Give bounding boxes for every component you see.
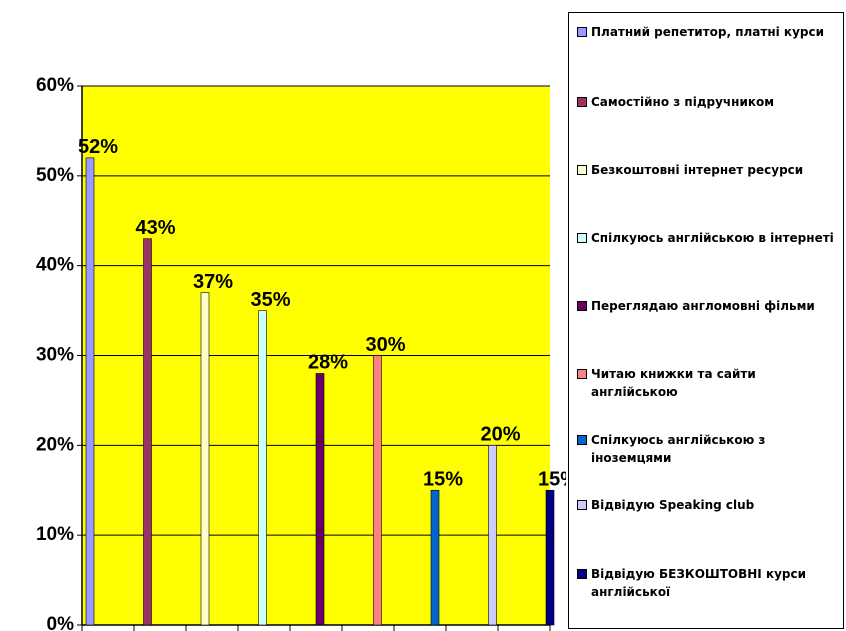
value-label: 20%	[480, 424, 520, 446]
bar	[258, 310, 267, 626]
legend-item: Читаю книжки та сайти англійською	[577, 365, 839, 401]
legend-label: Відвідую Speaking club	[591, 498, 755, 512]
legend-label: Платний репетитор, платні курси	[591, 25, 825, 39]
legend-swatch	[577, 369, 587, 379]
legend-item: Безкоштовні інтернет ресурси	[577, 161, 839, 179]
legend-label: Самостійно з підручником	[591, 95, 775, 109]
bar	[488, 445, 497, 626]
bar	[430, 489, 440, 626]
value-label: 15%	[538, 469, 566, 491]
legend-swatch	[577, 500, 587, 510]
value-label: 28%	[308, 352, 348, 374]
legend-label: Спілкуюсь англійською в інтернеті	[591, 231, 834, 245]
value-label: 30%	[365, 334, 405, 356]
value-label: 37%	[193, 271, 233, 293]
legend-swatch	[577, 165, 587, 175]
legend-swatch	[577, 233, 587, 243]
legend-item: Відвідую БЕЗКОШТОВНІ курси англійської	[577, 565, 839, 601]
bar	[85, 157, 95, 626]
legend-item: Переглядаю англомовні фільми	[577, 297, 839, 315]
legend-swatch	[577, 301, 587, 311]
y-tick-label: 60%	[36, 75, 74, 96]
legend: Платний репетитор, платні курси Самостійн…	[568, 12, 844, 629]
value-label: 35%	[250, 289, 290, 311]
legend-item: Самостійно з підручником	[577, 93, 839, 111]
y-tick-label: 30%	[36, 345, 74, 366]
y-tick-label: 10%	[36, 524, 74, 545]
bar	[143, 238, 152, 626]
legend-label: Безкоштовні інтернет ресурси	[591, 163, 804, 177]
legend-item: Платний репетитор, платні курси	[577, 23, 839, 41]
y-tick-label: 20%	[36, 434, 74, 455]
value-label: 15%	[423, 469, 463, 491]
legend-swatch	[577, 97, 587, 107]
legend-swatch	[577, 569, 587, 579]
y-tick-label: 0%	[47, 614, 75, 631]
chart: 0% 10% 20% 30% 40% 50% 60% 52% 43% 37% 35% 28% 30% 15…	[36, 75, 566, 631]
y-tick-label: 50%	[36, 165, 74, 186]
legend-item: Спілкуюсь англійською в інтернеті	[577, 229, 839, 247]
legend-label: Читаю книжки та сайти англійською	[591, 367, 756, 399]
bar	[373, 355, 382, 626]
legend-label: Спілкуюсь англійською з іноземцями	[591, 433, 766, 465]
legend-swatch	[577, 435, 587, 445]
legend-item: Відвідую Speaking club	[577, 496, 839, 514]
legend-swatch	[577, 27, 587, 37]
legend-label: Переглядаю англомовні фільми	[591, 299, 815, 313]
y-tick-label: 40%	[36, 255, 74, 276]
bar	[200, 292, 210, 626]
value-label: 52%	[78, 136, 118, 158]
bar	[315, 373, 325, 626]
bar	[545, 489, 555, 626]
value-label: 43%	[135, 217, 175, 239]
legend-item: Спілкуюсь англійською з іноземцями	[577, 431, 839, 467]
legend-label: Відвідую БЕЗКОШТОВНІ курси англійської	[591, 567, 807, 599]
